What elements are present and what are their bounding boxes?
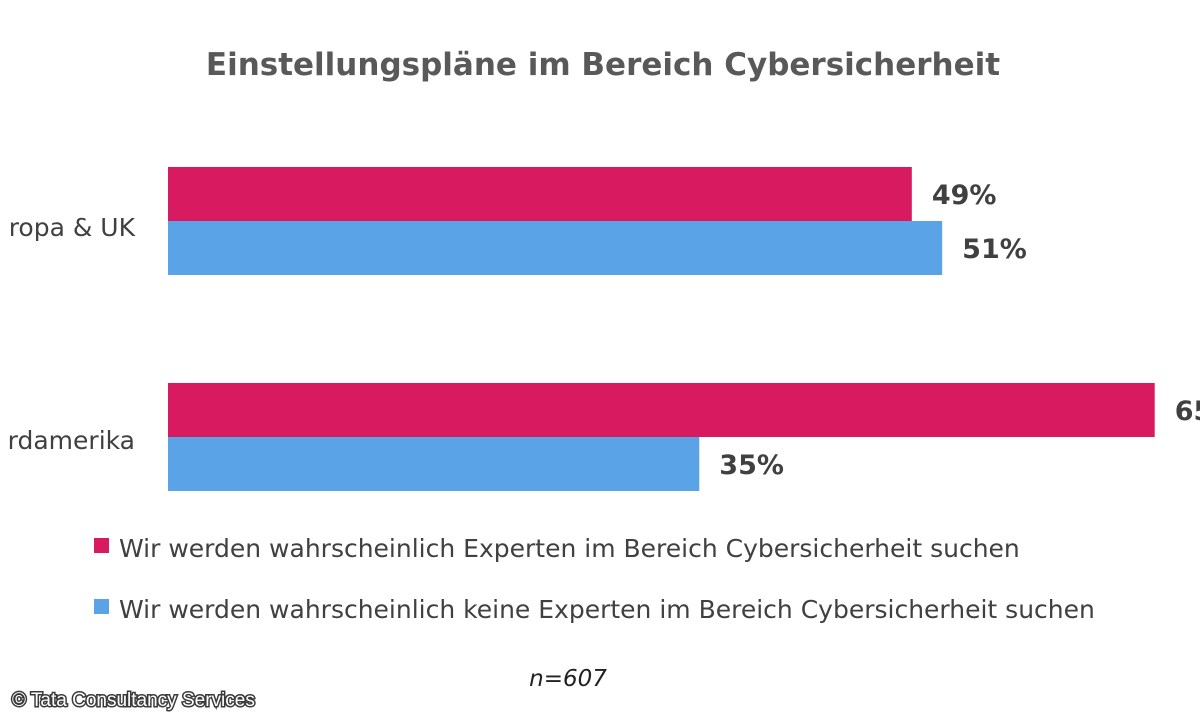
legend: Wir werden wahrscheinlich Experten im Be…: [94, 534, 1095, 624]
data-label: 49%: [932, 180, 997, 211]
data-label: 51%: [962, 234, 1027, 265]
bar: [168, 221, 943, 275]
data-label: 35%: [719, 450, 784, 481]
plot-area: ropa & UK 49% 51% rdamerika 65 35%: [8, 167, 1200, 491]
bar: [168, 383, 1155, 437]
legend-label-keine-experten: Wir werden wahrscheinlich keine Experten…: [119, 595, 1095, 624]
bar: [168, 167, 912, 221]
copyright-credit: © Tata Consultancy Services: [12, 690, 255, 711]
chart-title: Einstellungspläne im Bereich Cybersicher…: [206, 47, 1000, 83]
category-label: rdamerika: [8, 426, 135, 455]
bar: [168, 437, 700, 491]
sample-size-note: n=607: [529, 666, 607, 692]
category-label: ropa & UK: [9, 213, 136, 242]
legend-label-experten: Wir werden wahrscheinlich Experten im Be…: [119, 534, 1020, 563]
legend-swatch-experten: [94, 538, 109, 553]
data-label: 65: [1175, 396, 1200, 427]
legend-swatch-keine-experten: [94, 599, 109, 614]
